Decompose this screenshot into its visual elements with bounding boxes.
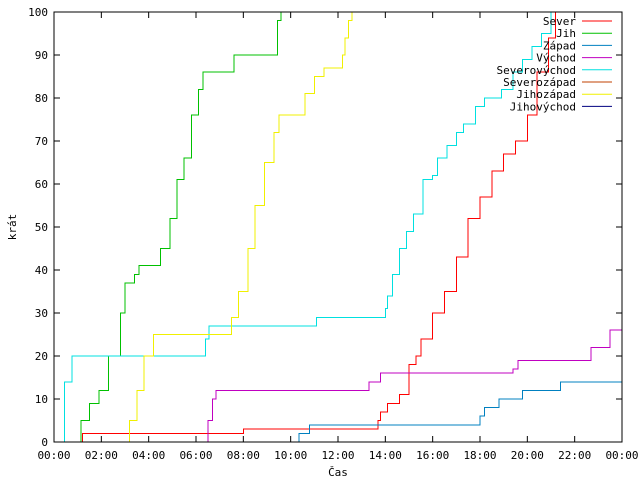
y-tick-label: 20 xyxy=(35,350,48,363)
legend: SeverJihZápadVýchodSeverovýchodSeverozáp… xyxy=(497,15,612,113)
x-tick-label: 12:00 xyxy=(321,449,354,462)
y-tick-label: 90 xyxy=(35,49,48,62)
y-tick-label: 100 xyxy=(28,6,48,19)
legend-label: Jih xyxy=(556,27,576,40)
y-axis-title: krát xyxy=(6,214,19,241)
x-tick-label: 00:00 xyxy=(37,449,70,462)
x-tick-label: 20:00 xyxy=(511,449,544,462)
x-tick-label: 08:00 xyxy=(227,449,260,462)
legend-label: Jihozápad xyxy=(516,88,576,101)
y-tick-label: 50 xyxy=(35,221,48,234)
plot-area xyxy=(56,12,622,442)
y-tick-label: 30 xyxy=(35,307,48,320)
x-tick-label: 18:00 xyxy=(463,449,496,462)
legend-label: Severovýchod xyxy=(497,64,576,77)
x-tick-label: 10:00 xyxy=(274,449,307,462)
y-tick-label: 60 xyxy=(35,178,48,191)
legend-label: Severozápad xyxy=(503,76,576,89)
series-line-3 xyxy=(203,329,622,442)
axis-ticks: 0 10 20 30 40 50 60 70 80 90 100 00:00 02:00 04:00 06:… xyxy=(28,6,638,462)
legend-label: Západ xyxy=(543,39,576,52)
legend-label: Sever xyxy=(543,15,576,28)
series-line-1 xyxy=(77,12,282,442)
y-tick-label: 10 xyxy=(35,393,48,406)
series-line-4 xyxy=(56,12,552,442)
x-tick-label: 16:00 xyxy=(416,449,449,462)
y-tick-label: 40 xyxy=(35,264,48,277)
series-line-2 xyxy=(297,381,622,442)
x-tick-label: 22:00 xyxy=(558,449,591,462)
legend-label: Východ xyxy=(536,52,576,65)
x-tick-label: 06:00 xyxy=(179,449,212,462)
series-line-6 xyxy=(125,12,353,442)
y-tick-label: 80 xyxy=(35,92,48,105)
x-tick-label: 00:00 xyxy=(605,449,638,462)
legend-label: Jihovýchod xyxy=(510,100,576,113)
x-tick-label: 02:00 xyxy=(85,449,118,462)
x-axis-title: Čas xyxy=(328,466,348,479)
series-line-0 xyxy=(80,12,557,442)
x-tick-label: 14:00 xyxy=(369,449,402,462)
x-tick-label: 04:00 xyxy=(132,449,165,462)
y-tick-label: 70 xyxy=(35,135,48,148)
y-tick-label: 0 xyxy=(41,436,48,449)
